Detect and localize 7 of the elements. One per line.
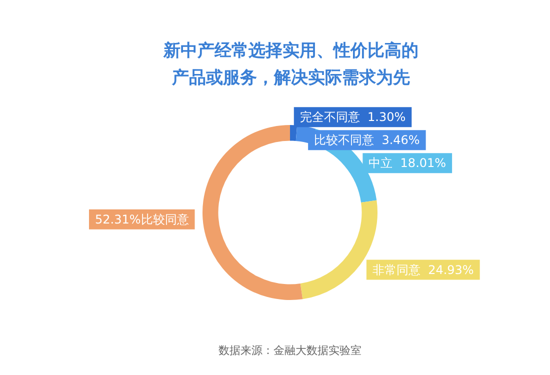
slice-label: 非常同意 24.93% xyxy=(372,262,474,277)
slice-label: 中立 18.01% xyxy=(368,156,446,170)
slice-label: 完全不同意 1.30% xyxy=(300,110,406,124)
slice-label: 比较不同意 3.46% xyxy=(314,133,420,148)
slice-label: 52.31%比较同意 xyxy=(94,212,189,227)
chart-title: 新中产经常选择实用、性价比高的产品或服务，解决实际需求为先 xyxy=(162,40,420,90)
source-note: 数据来源：金融大数据实验室 xyxy=(218,343,362,358)
